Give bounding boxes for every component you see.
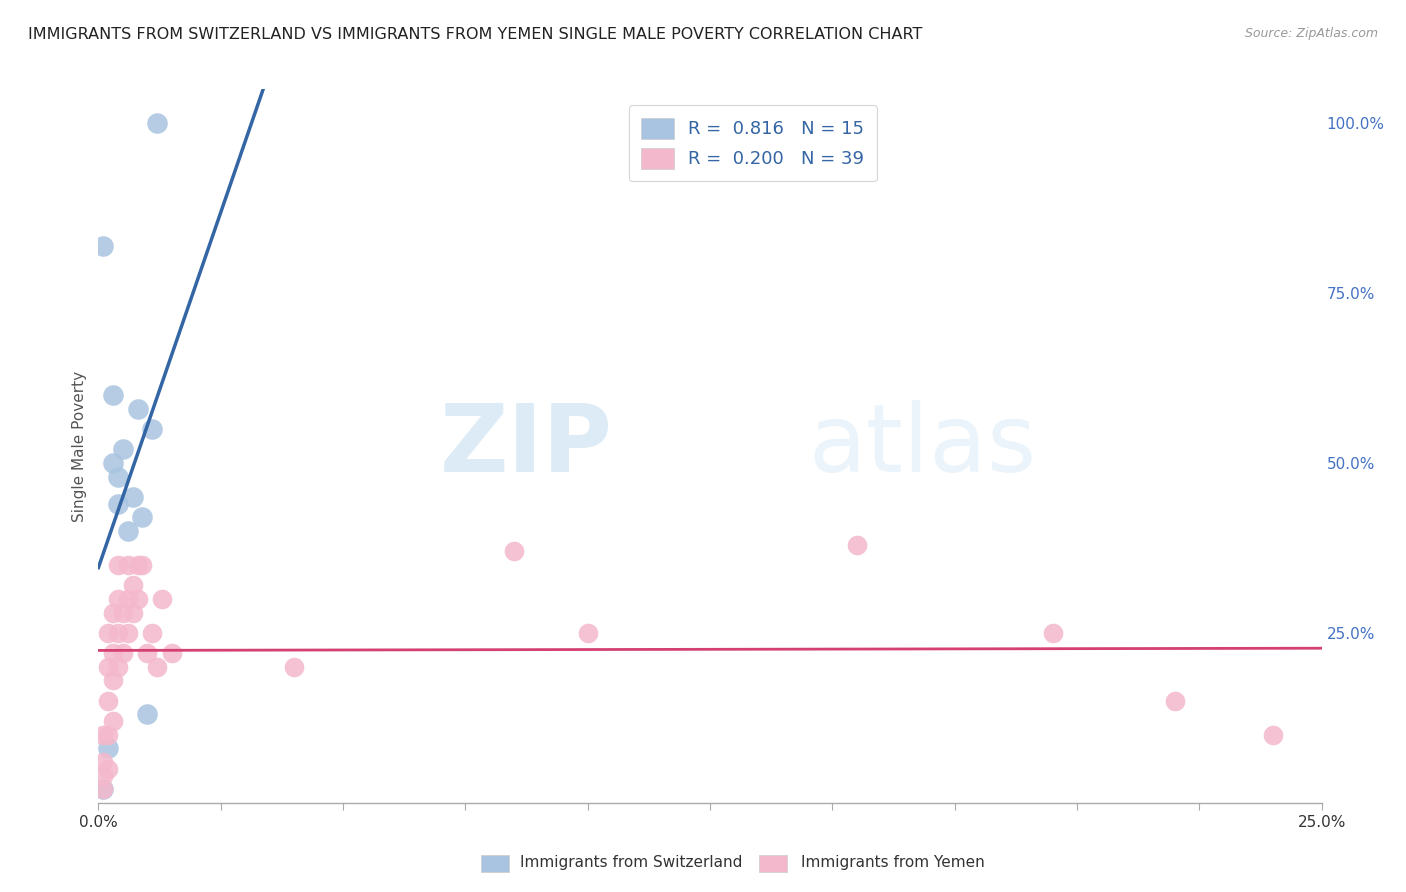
Point: [127, 591, 149, 606]
Point: [503, 544, 526, 558]
FancyBboxPatch shape: [481, 855, 509, 872]
Point: [111, 442, 134, 457]
Point: [107, 591, 129, 606]
Point: [160, 646, 183, 660]
Point: [150, 591, 173, 606]
Point: [121, 490, 143, 504]
Point: [101, 388, 124, 402]
Point: [1164, 694, 1187, 708]
Point: [101, 606, 124, 620]
Point: [97, 694, 120, 708]
Point: [91, 782, 114, 797]
Point: [107, 497, 129, 511]
Point: [576, 626, 599, 640]
Point: [131, 558, 153, 572]
Point: [845, 537, 868, 551]
Text: atlas: atlas: [808, 400, 1036, 492]
Point: [146, 116, 169, 130]
Point: [101, 646, 124, 660]
Point: [107, 660, 129, 674]
Point: [127, 558, 149, 572]
Point: [107, 626, 129, 640]
Point: [117, 558, 139, 572]
Point: [1042, 626, 1064, 640]
FancyBboxPatch shape: [759, 855, 787, 872]
Point: [117, 626, 139, 640]
Point: [117, 591, 139, 606]
Point: [97, 762, 120, 776]
Point: [141, 626, 163, 640]
Point: [127, 401, 149, 416]
Y-axis label: Single Male Poverty: Single Male Poverty: [72, 370, 87, 522]
Point: [107, 558, 129, 572]
Point: [121, 606, 143, 620]
Point: [91, 755, 114, 769]
Point: [136, 707, 159, 722]
Point: [283, 660, 305, 674]
Point: [117, 524, 139, 538]
Point: [146, 660, 169, 674]
Point: [91, 238, 114, 252]
Point: [1261, 728, 1284, 742]
Point: [131, 510, 153, 524]
Text: Immigrants from Yemen: Immigrants from Yemen: [801, 855, 986, 870]
Text: Immigrants from Switzerland: Immigrants from Switzerland: [520, 855, 742, 870]
Point: [101, 673, 124, 688]
Point: [101, 456, 124, 470]
Text: IMMIGRANTS FROM SWITZERLAND VS IMMIGRANTS FROM YEMEN SINGLE MALE POVERTY CORRELA: IMMIGRANTS FROM SWITZERLAND VS IMMIGRANT…: [28, 27, 922, 42]
Point: [91, 728, 114, 742]
Point: [136, 646, 159, 660]
Point: [111, 606, 134, 620]
Text: Source: ZipAtlas.com: Source: ZipAtlas.com: [1244, 27, 1378, 40]
Point: [107, 469, 129, 483]
Point: [97, 660, 120, 674]
Point: [111, 646, 134, 660]
Legend: R =  0.816   N = 15, R =  0.200   N = 39: R = 0.816 N = 15, R = 0.200 N = 39: [628, 105, 877, 181]
Point: [97, 741, 120, 756]
Text: ZIP: ZIP: [439, 400, 612, 492]
Point: [141, 422, 163, 436]
Point: [91, 769, 114, 783]
Point: [91, 782, 114, 797]
Point: [121, 578, 143, 592]
Point: [97, 728, 120, 742]
Point: [101, 714, 124, 729]
Point: [97, 626, 120, 640]
